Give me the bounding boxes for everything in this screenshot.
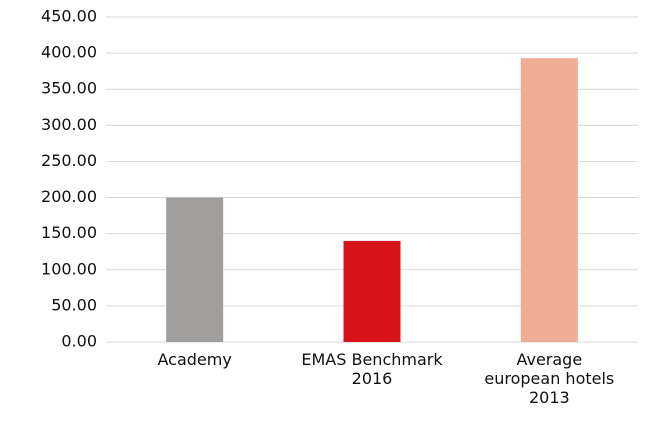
bar xyxy=(166,197,224,342)
y-tick-label: 400.00 xyxy=(41,43,97,62)
x-tick-label: EMAS Benchmark 2016 xyxy=(301,350,443,388)
y-tick-label: 50.00 xyxy=(51,295,97,314)
y-tick-label: 250.00 xyxy=(41,151,97,170)
y-tick-label: 300.00 xyxy=(41,115,97,134)
bar xyxy=(343,240,401,342)
y-tick-label: 150.00 xyxy=(41,223,97,242)
x-tick-label: Average european hotels 2013 xyxy=(484,350,615,407)
y-tick-label: 450.00 xyxy=(41,7,97,26)
y-tick-label: 0.00 xyxy=(61,332,97,351)
bar xyxy=(520,58,578,343)
x-tick-label: Academy xyxy=(157,350,232,369)
y-tick-label: 100.00 xyxy=(41,259,97,278)
y-tick-label: 200.00 xyxy=(41,187,97,206)
y-tick-label: 350.00 xyxy=(41,79,97,98)
